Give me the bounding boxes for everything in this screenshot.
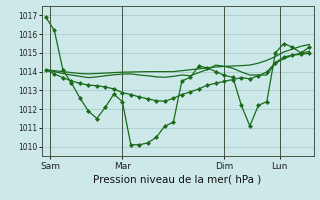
X-axis label: Pression niveau de la mer( hPa ): Pression niveau de la mer( hPa ) <box>93 175 262 185</box>
